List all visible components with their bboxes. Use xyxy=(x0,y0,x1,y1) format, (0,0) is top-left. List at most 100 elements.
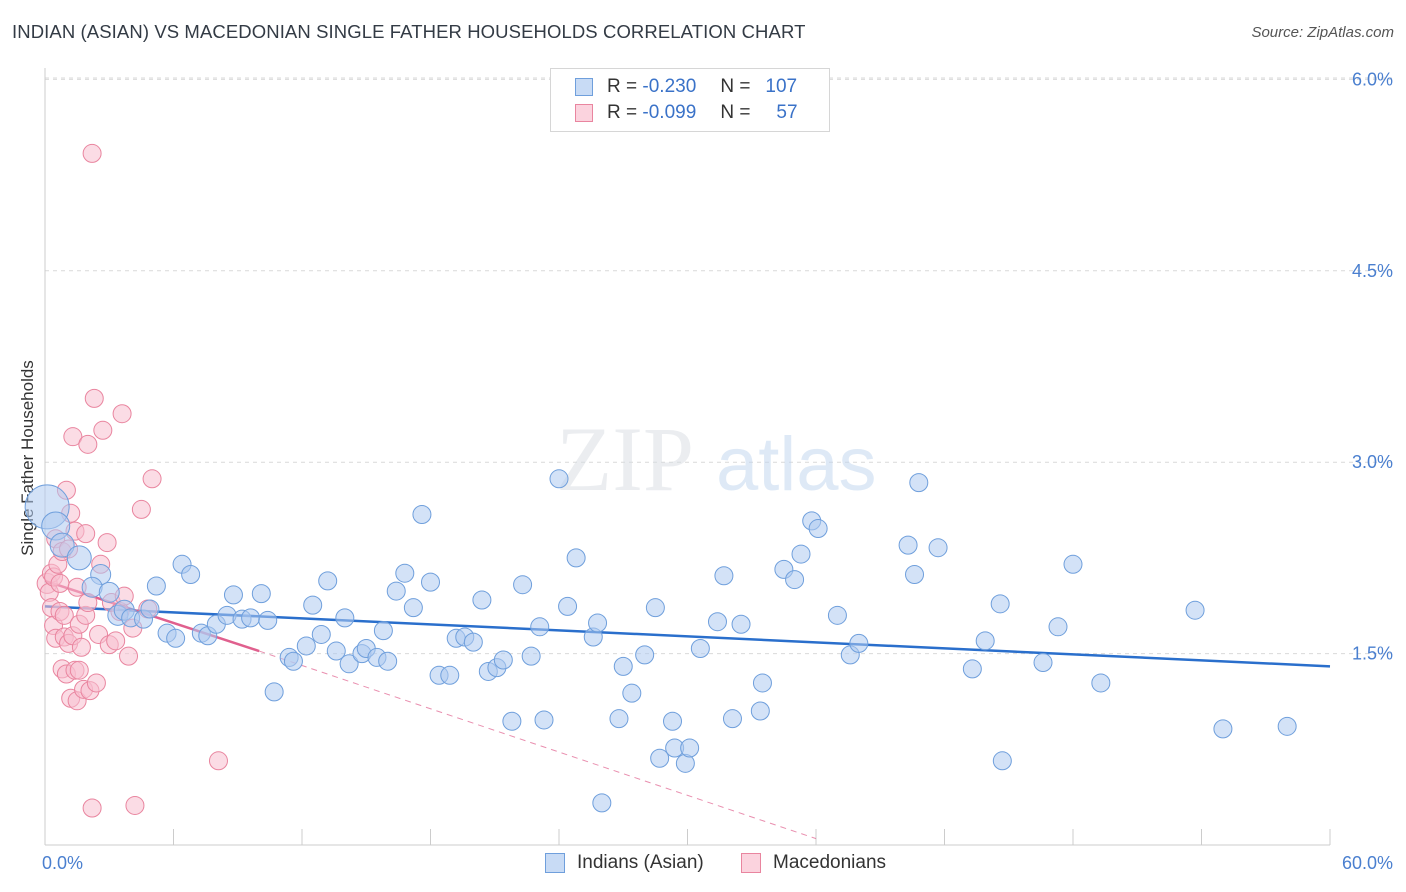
macedonians-point xyxy=(76,524,96,544)
indians-point xyxy=(421,572,440,592)
macedonians-point xyxy=(63,427,83,447)
macedonians-point xyxy=(208,751,228,771)
indians-point xyxy=(690,638,710,658)
stats-row-indians: R = -0.230 N = 107 xyxy=(575,75,797,99)
macedonians-point xyxy=(86,673,106,693)
indians-point xyxy=(386,581,406,601)
indians-point xyxy=(530,617,550,637)
legend-item-indians[interactable]: Indians (Asian) xyxy=(545,852,704,874)
macedonians-point xyxy=(142,469,162,489)
n-value: 107 xyxy=(765,76,798,97)
indians-point xyxy=(613,656,633,676)
macedonians-legend-swatch xyxy=(741,853,761,873)
indians-point xyxy=(472,590,492,610)
stats-legend: R = -0.230 N = 107 R = -0.099 N = 57 xyxy=(550,68,830,132)
indians-point xyxy=(928,538,948,558)
indians-point xyxy=(463,632,483,652)
macedonians-point xyxy=(93,420,113,440)
indians-point xyxy=(521,646,541,666)
indians-point xyxy=(785,570,805,590)
legend-label-macedonians: Macedonians xyxy=(773,852,887,873)
r-value: -0.099 xyxy=(642,102,697,123)
indians-point xyxy=(650,748,670,768)
indians-point xyxy=(49,532,75,558)
indians-point xyxy=(1033,653,1053,673)
macedonians-point xyxy=(119,646,139,666)
indians-point xyxy=(1048,617,1068,637)
indians-point xyxy=(975,631,995,651)
indians-point xyxy=(990,594,1010,614)
indians-point xyxy=(752,673,772,693)
macedonians-point xyxy=(82,798,102,818)
indians-point xyxy=(311,624,331,644)
y-tick-label: 6.0% xyxy=(1352,69,1393,89)
indians-point xyxy=(412,505,432,525)
source-label: Source: ZipAtlas.com xyxy=(1251,24,1394,41)
indians-point xyxy=(791,544,811,564)
macedonians-point xyxy=(82,143,102,163)
indians-point xyxy=(905,564,925,584)
r-label: R = xyxy=(607,102,638,123)
indians-point xyxy=(513,575,533,595)
series-legend: Indians (Asian) Macedonians xyxy=(0,852,1406,878)
indians-point xyxy=(592,793,612,813)
indians-point xyxy=(318,571,338,591)
indians-point xyxy=(707,612,727,632)
indians-point xyxy=(264,682,284,702)
indians-point xyxy=(622,683,642,703)
indians-point xyxy=(909,473,929,493)
indians-point xyxy=(493,650,513,670)
indians-point xyxy=(440,665,460,685)
indians-point xyxy=(808,519,828,539)
indians-point xyxy=(645,598,665,618)
indians-points xyxy=(24,469,1297,813)
indians-point xyxy=(849,633,869,653)
indians-point xyxy=(898,535,918,555)
y-tick-label: 4.5% xyxy=(1352,261,1393,281)
indians-point xyxy=(714,566,734,586)
macedonians-points xyxy=(36,143,228,818)
indians-point xyxy=(98,581,120,603)
indians-point xyxy=(303,595,323,615)
indians-point xyxy=(1277,716,1297,736)
indians-point xyxy=(373,621,393,641)
macedonians-point xyxy=(112,404,132,424)
indians-legend-swatch xyxy=(545,853,565,873)
r-value: -0.230 xyxy=(642,76,697,97)
indians-point xyxy=(566,548,586,568)
grid-lines xyxy=(45,77,1392,655)
indians-point xyxy=(534,710,554,730)
indians-point xyxy=(258,610,278,630)
indians-point xyxy=(66,545,92,571)
indians-point xyxy=(326,641,346,661)
macedonians-trend-dashed xyxy=(259,650,817,840)
indians-point xyxy=(403,598,423,618)
macedonians-point xyxy=(78,434,98,454)
macedonians-point xyxy=(50,573,70,593)
stats-row-macedonians: R = -0.099 N = 57 xyxy=(575,101,798,125)
indians-point xyxy=(827,605,847,625)
indians-point xyxy=(502,711,522,731)
indians-point xyxy=(609,709,629,729)
legend-label-indians: Indians (Asian) xyxy=(577,852,704,873)
indians-point xyxy=(223,585,243,605)
macedonians-point xyxy=(71,637,91,657)
indians-point xyxy=(1091,673,1111,693)
legend-item-macedonians[interactable]: Macedonians xyxy=(741,852,886,874)
axes xyxy=(44,68,1331,846)
x-tick-label: 60.0% xyxy=(1342,853,1393,873)
indians-point xyxy=(140,599,160,619)
indians-point xyxy=(750,701,770,721)
indians-point xyxy=(588,613,608,633)
indians-point xyxy=(1213,719,1233,739)
indians-point xyxy=(283,651,303,671)
indians-point xyxy=(339,654,359,674)
macedonians-point xyxy=(125,795,145,815)
indians-point xyxy=(335,608,355,628)
n-value: 57 xyxy=(776,102,798,123)
watermark-zip: ZIP xyxy=(556,408,694,510)
indians-swatch xyxy=(575,78,593,96)
indians-point xyxy=(166,628,186,648)
macedonians-point xyxy=(97,533,117,553)
macedonians-point xyxy=(69,660,89,680)
